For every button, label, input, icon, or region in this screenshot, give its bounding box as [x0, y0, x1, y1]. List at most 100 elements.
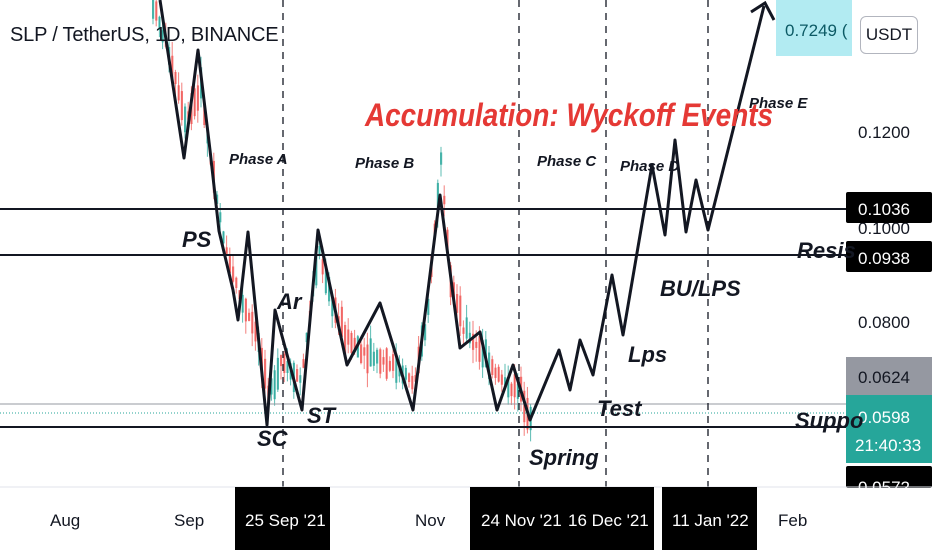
candle-body — [216, 194, 219, 204]
candle-body — [372, 351, 375, 366]
candle-body — [177, 85, 180, 101]
candle-body — [270, 378, 273, 395]
level-tag-1: 0.0938 — [858, 249, 910, 268]
candle-body — [504, 377, 507, 386]
candle-body — [388, 360, 391, 371]
candle-body — [436, 182, 439, 215]
candle-body — [385, 348, 388, 379]
date-tag-3: 11 Jan '22 — [672, 511, 749, 530]
candle-body — [235, 277, 238, 288]
event-label-lps: Lps — [628, 342, 667, 367]
target-tag-bg — [776, 0, 852, 56]
candle-body — [363, 347, 366, 356]
candle-body — [379, 349, 382, 374]
candle-body — [318, 246, 321, 256]
candle-body — [376, 349, 379, 364]
candle-body — [404, 367, 407, 380]
candle-body — [491, 359, 494, 376]
date-tag-0: 25 Sep '21 — [245, 511, 326, 530]
event-label-ps: PS — [182, 227, 212, 252]
candle-body — [360, 344, 363, 364]
candle-body — [347, 329, 350, 345]
candle-body — [366, 344, 369, 374]
candle-body — [225, 247, 228, 254]
candle-body — [331, 295, 334, 317]
candle-body — [507, 378, 510, 398]
candle-body — [350, 332, 353, 353]
candle-body — [411, 375, 414, 390]
currency-unit-button[interactable]: USDT — [860, 16, 918, 54]
candle-body — [251, 311, 254, 334]
x-axis-label-sep: Sep — [174, 511, 204, 530]
candle-body — [171, 55, 174, 80]
candle-body — [353, 337, 356, 352]
symbol-title: SLP / TetherUS, 1D, BINANCE — [10, 24, 279, 46]
candle-body — [276, 357, 279, 390]
candle-body — [296, 369, 299, 382]
date-tag-bg-3 — [662, 487, 757, 550]
x-axis-label-feb: Feb — [778, 511, 807, 530]
candle-body — [184, 106, 187, 133]
candle-body — [516, 383, 519, 399]
candle-body — [488, 352, 491, 380]
candle-body — [500, 374, 503, 385]
candle-body — [161, 30, 164, 43]
candle-body — [228, 254, 231, 274]
y-axis-label-0: 0.1200 — [858, 123, 910, 142]
phase-label-a: Phase A — [229, 151, 288, 168]
price-tag: 0.0598 — [858, 408, 910, 427]
target-tag: 0.7249 ( — [785, 21, 848, 40]
date-tag-bg-1 — [470, 487, 654, 550]
candle-body — [273, 370, 276, 400]
event-label-ar: Ar — [276, 289, 303, 314]
candle-body — [424, 324, 427, 341]
candle-body — [513, 374, 516, 398]
candle-body — [395, 353, 398, 383]
phase-label-b: Phase B — [355, 155, 414, 172]
date-tag-bg-0 — [235, 487, 330, 550]
candle-body — [196, 85, 199, 111]
event-label-st: ST — [307, 403, 337, 428]
y-axis-label-2: 0.0800 — [858, 313, 910, 332]
candle-body — [462, 327, 465, 334]
candle-body — [344, 324, 347, 355]
candle-body — [321, 259, 324, 275]
marker-tag-bg — [846, 357, 932, 395]
candle-body — [440, 152, 443, 165]
wyckoff-path — [158, 0, 766, 427]
level-tag-0: 0.1036 — [858, 200, 910, 219]
candle-body — [481, 340, 484, 368]
candle-body — [494, 367, 497, 378]
candle-body — [174, 71, 177, 85]
candle-body — [248, 312, 251, 321]
candle-body — [478, 336, 481, 362]
level-tag-bg-1 — [846, 241, 932, 272]
candle-body — [324, 266, 327, 294]
candle-body — [456, 294, 459, 313]
arrowhead — [750, 0, 776, 21]
candle-body — [315, 254, 318, 286]
phase-label-e: Phase E — [749, 95, 808, 112]
candle-body — [328, 276, 331, 302]
candle-body — [180, 91, 183, 121]
event-label-test: Test — [597, 396, 643, 421]
candle-body — [299, 375, 302, 383]
candlestick-series — [152, 0, 532, 442]
candle-body — [244, 298, 247, 322]
candle-body — [459, 295, 462, 327]
phase-label-d: Phase D — [620, 158, 679, 175]
y-axis-label-1: 0.1000 — [858, 219, 910, 238]
date-tag-2: 16 Dec '21 — [568, 511, 649, 530]
candle-body — [232, 266, 235, 282]
candle-body — [443, 195, 446, 205]
phase-label-c: Phase C — [537, 153, 597, 170]
level-tag-bg-2 — [846, 466, 932, 488]
event-label-sc: SC — [257, 426, 289, 451]
candle-body — [369, 338, 372, 367]
candle-body — [193, 88, 196, 117]
candle-body — [465, 317, 468, 339]
candle-body — [219, 212, 222, 223]
event-label-spring: Spring — [529, 445, 599, 470]
candle-body — [408, 373, 411, 383]
